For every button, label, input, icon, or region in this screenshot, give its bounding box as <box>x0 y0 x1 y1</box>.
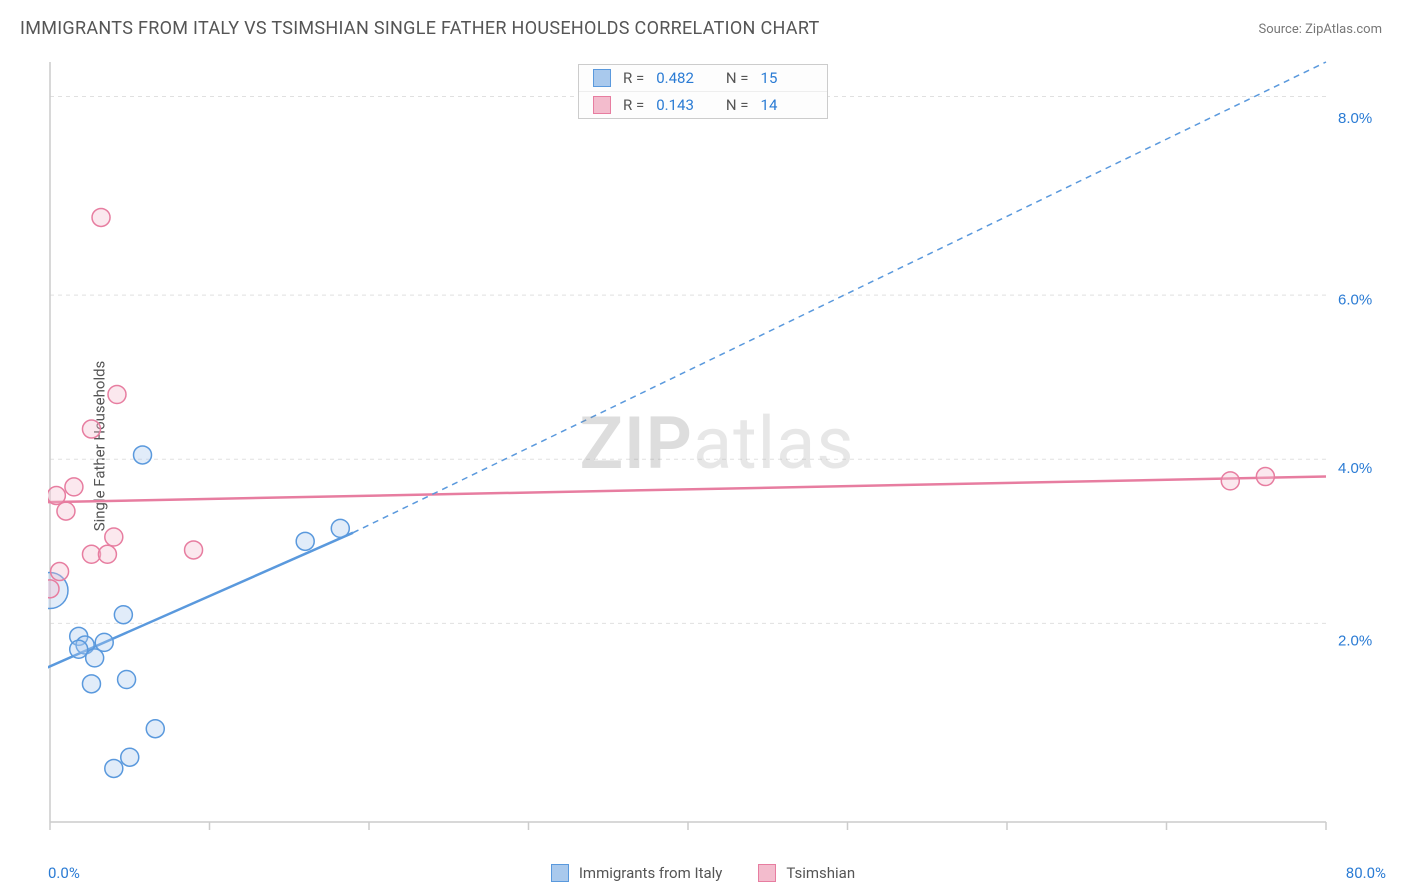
series-legend-label: Tsimshian <box>786 864 855 882</box>
n-value: 15 <box>761 69 778 87</box>
legend-swatch <box>551 864 569 882</box>
r-value: 0.482 <box>656 69 694 87</box>
series-legend: Immigrants from Italy Tsimshian <box>0 864 1406 882</box>
legend-swatch <box>758 864 776 882</box>
r-value: 0.143 <box>656 96 694 114</box>
x-axis-max-label: 80.0% <box>1346 864 1386 882</box>
svg-text:6.0%: 6.0% <box>1338 292 1372 309</box>
legend-swatch <box>593 69 611 87</box>
legend-swatch <box>593 96 611 114</box>
n-label: N = <box>726 96 749 114</box>
scatter-chart: 2.0% 4.0% 6.0% 8.0% <box>48 60 1386 844</box>
r-label: R = <box>623 69 644 87</box>
series-legend-item: Immigrants from Italy <box>551 864 723 882</box>
plot-area: 2.0%4.0%6.0%8.0% ZIPatlas <box>48 60 1386 844</box>
correlation-legend: R = 0.482 N = 15 R = 0.143 N = 14 <box>578 64 828 119</box>
correlation-legend-row: R = 0.143 N = 14 <box>579 91 827 118</box>
svg-text:4.0%: 4.0% <box>1338 460 1372 477</box>
n-value: 14 <box>761 96 778 114</box>
svg-text:2.0%: 2.0% <box>1338 633 1372 650</box>
svg-text:8.0%: 8.0% <box>1338 110 1372 127</box>
series-legend-item: Tsimshian <box>758 864 855 882</box>
correlation-legend-row: R = 0.482 N = 15 <box>579 65 827 91</box>
series-legend-label: Immigrants from Italy <box>579 864 723 882</box>
n-label: N = <box>726 69 749 87</box>
chart-title: IMMIGRANTS FROM ITALY VS TSIMSHIAN SINGL… <box>20 18 820 39</box>
source-attribution: Source: ZipAtlas.com <box>1258 22 1382 37</box>
r-label: R = <box>623 96 644 114</box>
